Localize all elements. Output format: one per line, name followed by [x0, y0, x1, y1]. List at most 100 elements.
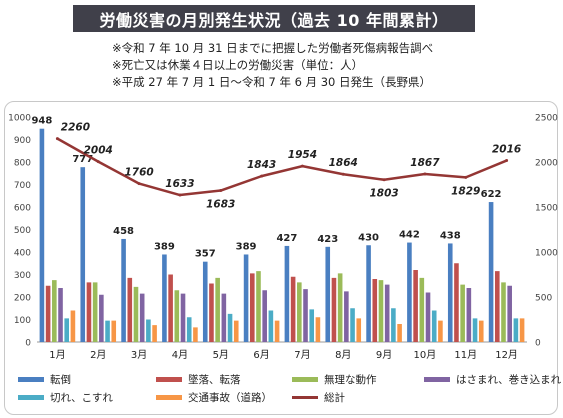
legend-label: 総計	[324, 392, 345, 404]
legend-item: 交通事故（道路）	[156, 390, 272, 405]
bar	[111, 320, 117, 342]
bar	[372, 279, 378, 342]
y-right-tick-label: 0	[535, 339, 541, 349]
bar	[366, 245, 371, 342]
total-point	[55, 137, 59, 141]
bar	[431, 310, 437, 342]
x-tick-label: 3月	[131, 349, 147, 361]
total-point	[464, 175, 468, 179]
legend-label: 切れ、こすれ	[50, 392, 113, 404]
legend-swatch	[424, 377, 450, 382]
x-tick-label: 7月	[294, 349, 310, 361]
bar	[162, 254, 167, 342]
bar	[454, 263, 459, 342]
bar	[70, 310, 76, 342]
bar	[356, 318, 362, 342]
y-left-tick-label: 600	[14, 204, 31, 214]
legend-label: 墜落、転落	[188, 374, 241, 386]
bar	[92, 282, 98, 342]
total-value-label: 2004	[84, 145, 113, 157]
bar-value-label: 427	[276, 233, 297, 244]
bar	[309, 309, 315, 342]
y-left-tick-label: 700	[14, 181, 31, 191]
total-value-label: 1760	[124, 167, 153, 179]
bar	[186, 317, 192, 342]
chart-frame	[4, 101, 558, 415]
bar-value-label: 438	[440, 230, 461, 241]
total-value-label: 2260	[61, 122, 90, 134]
x-tick-label: 5月	[213, 349, 229, 361]
bar	[99, 294, 104, 342]
legend-swatch	[156, 395, 182, 400]
bar-value-label: 423	[317, 234, 338, 245]
total-value-label: 1803	[369, 188, 398, 200]
total-value-label: 1864	[329, 157, 358, 169]
bar	[397, 324, 402, 342]
bar	[139, 293, 145, 342]
legend-item: はさまれ、巻き込まれ	[424, 372, 561, 387]
y-left-tick-label: 900	[14, 136, 31, 146]
bar	[507, 285, 512, 342]
total-point	[137, 182, 141, 186]
bar	[460, 284, 465, 342]
page-title: 労働災害の月別発生状況（過去 10 年間累計）	[73, 5, 475, 32]
bar	[494, 271, 500, 342]
bar	[378, 280, 384, 342]
bar	[58, 288, 63, 342]
bar	[344, 291, 349, 342]
bar	[337, 273, 343, 342]
bar	[202, 261, 208, 342]
bar	[268, 310, 274, 342]
y-right-tick-label: 500	[535, 294, 552, 304]
y-right-tick-label: 2500	[535, 114, 558, 124]
y-right-tick-label: 1000	[535, 249, 558, 259]
bar	[39, 128, 45, 342]
total-point	[382, 178, 386, 182]
bar	[284, 245, 290, 342]
bar	[290, 276, 296, 342]
bar	[274, 320, 280, 342]
bar-value-label: 777	[72, 154, 93, 165]
bar	[256, 271, 261, 342]
bar	[121, 238, 126, 342]
y-left-tick-label: 800	[14, 159, 31, 169]
bar	[384, 284, 390, 342]
total-value-label: 1843	[247, 159, 276, 171]
bar	[180, 293, 186, 342]
legend-label: 転倒	[50, 374, 71, 386]
total-value-label: 1829	[451, 185, 480, 197]
note-unit: ※死亡又は休業４日以上の労働災害（単位：人）	[112, 58, 364, 72]
bar	[133, 286, 139, 342]
bar	[168, 274, 173, 342]
bar	[303, 289, 308, 342]
bar	[193, 327, 198, 342]
x-tick-label: 8月	[335, 349, 351, 361]
legend-item: 転倒	[18, 372, 71, 387]
total-point	[341, 172, 345, 176]
bar-value-label: 389	[154, 241, 175, 252]
bar	[391, 308, 396, 342]
bar	[262, 290, 267, 342]
bar	[249, 273, 255, 342]
y-left-tick-label: 400	[14, 249, 31, 259]
bar	[86, 282, 92, 342]
x-tick-label: 10月	[414, 349, 437, 361]
total-line	[56, 137, 508, 197]
total-value-label: 1867	[410, 157, 440, 169]
bar	[478, 320, 484, 342]
legend-swatch	[292, 377, 318, 382]
bar	[152, 325, 157, 342]
bar	[447, 243, 453, 342]
bar	[501, 282, 506, 342]
x-tick-label: 11月	[454, 349, 477, 361]
bar	[80, 167, 86, 342]
legend-item: 切れ、こすれ	[18, 390, 113, 405]
total-point	[96, 160, 100, 164]
bar	[472, 318, 478, 342]
legend-label: はさまれ、巻き込まれ	[456, 374, 562, 386]
total-value-label: 1633	[165, 178, 194, 190]
y-left-tick-label: 0	[25, 339, 31, 349]
x-tick-label: 4月	[172, 349, 188, 361]
bar	[513, 318, 519, 342]
